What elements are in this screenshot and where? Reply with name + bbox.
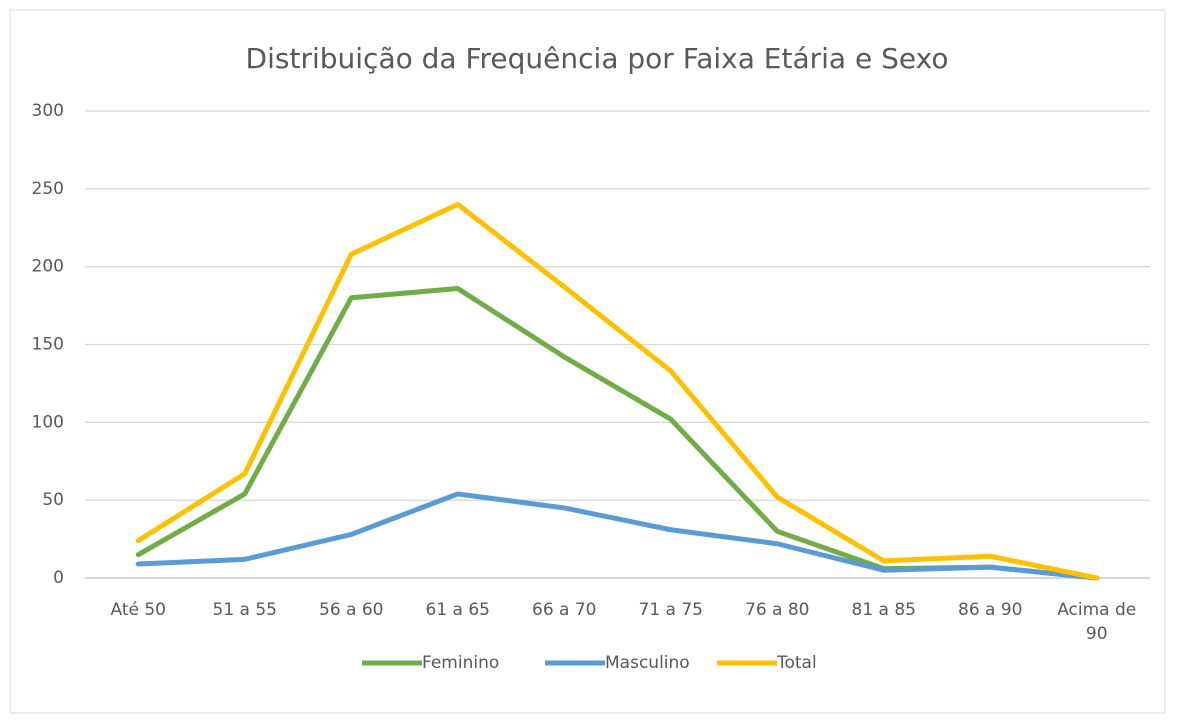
y-tick-label: 0: [53, 568, 64, 588]
legend-label: Feminino: [422, 653, 499, 673]
y-tick-label: 200: [32, 257, 64, 277]
line-series: [135, 491, 1100, 581]
legend-label: Total: [776, 653, 817, 673]
y-tick-label: 50: [42, 490, 64, 510]
y-tick-label: 100: [32, 412, 64, 432]
x-tick-label: 86 a 90: [958, 600, 1023, 620]
chart-title: Distribuição da Frequência por Faixa Etá…: [246, 42, 949, 75]
x-tick-label: 56 a 60: [319, 600, 384, 620]
y-tick-label: 150: [32, 335, 64, 355]
x-tick-label: 71 a 75: [638, 600, 704, 620]
x-tick-label: Até 50: [110, 600, 167, 620]
x-tick-label: 76 a 80: [745, 600, 810, 620]
x-tick-label: 51 a 55: [212, 600, 278, 620]
x-tick-label: 66 a 70: [532, 600, 597, 620]
x-tick-label: Acima de 90: [1057, 600, 1137, 644]
x-tick-label: 61 a 65: [425, 600, 491, 620]
chart-border: [9, 9, 1166, 714]
legend-label: Masculino: [605, 653, 690, 673]
x-tick-label: 81 a 85: [851, 600, 917, 620]
y-tick-label: 300: [32, 101, 64, 121]
line-series: [135, 201, 1100, 581]
y-tick-label: 250: [32, 179, 64, 199]
